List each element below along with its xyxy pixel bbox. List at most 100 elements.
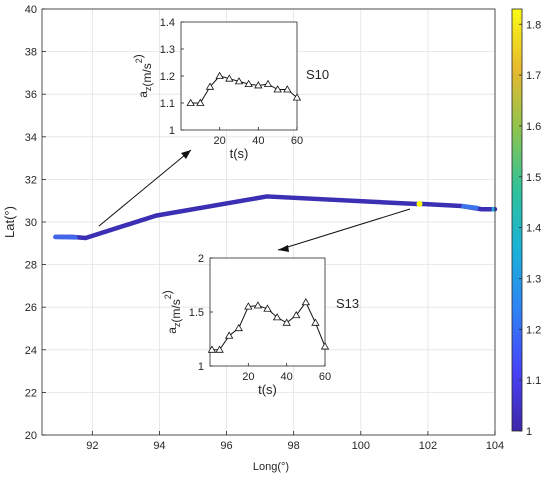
inset-x-tick-label: 40 <box>252 135 264 147</box>
colorbar-tick-label: 1.4 <box>526 223 541 235</box>
inset-point-marker <box>225 74 234 82</box>
inset-x-tick-label: 60 <box>319 371 331 383</box>
x-tick-label: 104 <box>486 440 504 452</box>
inset-y-label-part: 2 <box>163 294 173 299</box>
annotation-arrows <box>98 149 411 252</box>
trajectory-line <box>53 194 498 241</box>
inset-point-marker <box>282 318 291 326</box>
inset-point-marker <box>215 71 224 79</box>
inset-frame <box>180 21 298 131</box>
y-tick-label: 34 <box>25 132 37 144</box>
inset-y-label-part: 2 <box>134 58 144 63</box>
y-tick-label: 24 <box>25 345 37 357</box>
colorbar-tick-label: 1.7 <box>526 70 541 82</box>
inset-series-label: S10 <box>306 67 329 82</box>
inset-point-marker <box>311 318 320 326</box>
main-plot-frame <box>41 8 496 436</box>
x-tick-label: 100 <box>352 440 370 452</box>
colorbar-bar <box>511 8 523 432</box>
inset-s10: 20 40 60 1 1.1 1.2 1.3 1.4 t(s) S10 az(m/s2) <box>131 17 329 161</box>
inset-point-marker <box>263 79 273 87</box>
inset-point-marker <box>273 85 282 93</box>
inset-y-tick-label: 1 <box>198 361 204 373</box>
inset-x-tick-label: 40 <box>281 371 293 383</box>
x-tick-label: 102 <box>419 440 437 452</box>
inset-y-tick-label: 1.5 <box>189 307 204 319</box>
inset-frame <box>209 257 326 367</box>
inset-series-label: S13 <box>336 296 359 311</box>
y-tick-label: 38 <box>25 47 37 59</box>
inset-point-marker <box>215 345 224 353</box>
arrow-head-s13 <box>278 245 289 252</box>
colorbar-tick-label: 1 <box>526 426 532 438</box>
inset-point-marker <box>283 85 292 93</box>
inset-point-marker <box>254 81 263 89</box>
inset-y-label: az(m/s2) <box>160 290 183 334</box>
inset-point-marker <box>263 304 272 312</box>
colorbar-tick-label: 1.1 <box>526 375 541 387</box>
inset-point-marker <box>292 310 301 319</box>
inset-y-tick-label: 2 <box>198 253 204 265</box>
inset-y-tick-label: 1.4 <box>160 17 175 29</box>
inset-y-tick-label: 1.3 <box>160 44 175 56</box>
inset-point-marker <box>301 297 311 306</box>
x-tick-label: 94 <box>153 440 165 452</box>
inset-y-label-part: z <box>143 86 153 91</box>
inset-y-tick-label: 1.1 <box>160 98 175 110</box>
inset-y-label-part: (m/s <box>140 63 154 86</box>
trajectory <box>53 194 498 241</box>
inset-x-tick-label: 20 <box>214 135 226 147</box>
inset-x-label: t(s) <box>258 382 277 397</box>
inset-x-tick-label: 60 <box>291 135 303 147</box>
inset-point-marker <box>224 331 234 339</box>
colorbar: 1 1.1 1.2 1.3 1.4 1.5 1.6 1.7 1.8 <box>511 8 541 438</box>
inset-point-marker <box>207 345 217 353</box>
main-x-label: Long(°) <box>253 461 289 473</box>
inset-y-tick-label: 1.2 <box>160 71 175 83</box>
colorbar-tick-label: 1.8 <box>526 19 541 31</box>
inset-point-marker <box>272 313 282 321</box>
y-tick-label: 30 <box>25 217 37 229</box>
inset-point-marker <box>205 82 215 90</box>
x-tick-label: 92 <box>86 440 98 452</box>
y-tick-label: 26 <box>25 302 37 314</box>
colorbar-tick-label: 1.5 <box>526 172 541 184</box>
y-tick-label: 28 <box>25 260 37 272</box>
colorbar-tick-label: 1.3 <box>526 273 541 285</box>
arrow-to-s13 <box>277 208 411 251</box>
inset-y-label: az(m/s2) <box>131 54 154 98</box>
inset-y-label-part: z <box>172 322 182 327</box>
trajectory-segment-end <box>461 203 479 211</box>
inset-point-marker <box>244 302 253 310</box>
inset-y-label-part: ) <box>160 290 174 294</box>
inset-y-label-part: (m/s <box>169 299 183 322</box>
inset-point-marker <box>234 323 243 332</box>
inset-y-tick-label: 1 <box>169 125 175 137</box>
inset-point-marker <box>186 98 195 106</box>
arrow-to-s10 <box>98 149 192 227</box>
inset-point-marker <box>292 93 302 101</box>
inset-point-marker <box>244 79 253 87</box>
inset-point-marker <box>253 301 263 309</box>
arrow-head-s10 <box>181 150 191 159</box>
inset-point-marker <box>320 342 330 350</box>
main-y-label: Lat(°) <box>2 206 17 238</box>
inset-y-label-part: a <box>165 327 179 334</box>
x-tick-label: 96 <box>220 440 232 452</box>
y-tick-label: 40 <box>25 4 37 16</box>
x-tick-label: 98 <box>288 440 300 452</box>
inset-point-marker <box>234 77 244 85</box>
inset-x-tick-label: 20 <box>242 371 254 383</box>
y-tick-label: 36 <box>25 89 37 101</box>
inset-y-label-part: a <box>136 91 150 98</box>
trajectory-peak-point <box>416 200 423 207</box>
y-tick-label: 32 <box>25 174 37 186</box>
y-tick-label: 20 <box>25 430 37 442</box>
y-tick-label: 22 <box>25 387 37 399</box>
inset-point-marker <box>196 98 205 106</box>
inset-x-label: t(s) <box>230 146 249 161</box>
colorbar-tick-label: 1.2 <box>526 324 541 336</box>
